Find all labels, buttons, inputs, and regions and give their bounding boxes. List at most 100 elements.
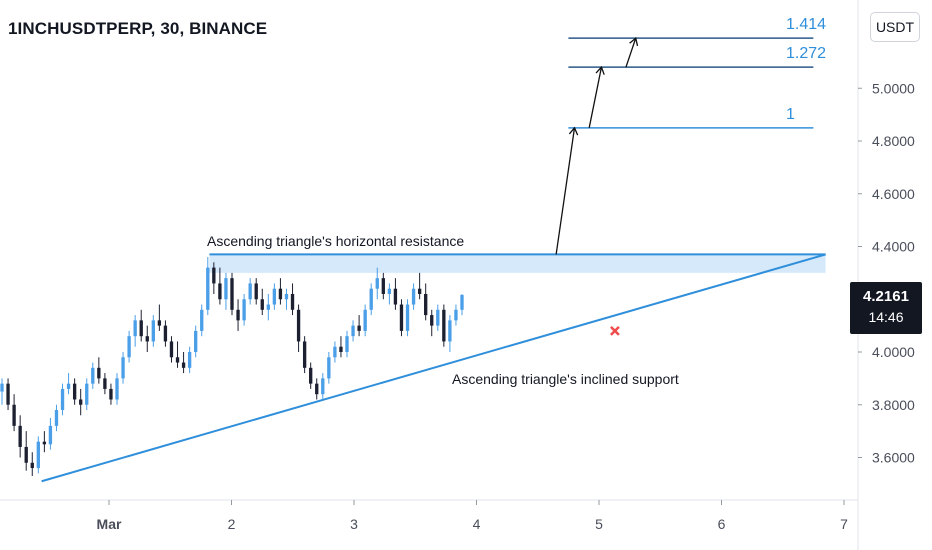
candle-body [369, 288, 373, 310]
price-tick-label: 3.8000 [872, 397, 915, 413]
candle [115, 373, 119, 405]
candle [363, 304, 367, 337]
candle [91, 362, 95, 389]
candle-body [139, 320, 143, 337]
candle [60, 383, 65, 416]
candle [339, 336, 343, 358]
candle-body [103, 378, 107, 389]
candle [54, 404, 59, 432]
invalidation-cross-icon [610, 326, 620, 336]
candle-body [296, 309, 301, 342]
candle-body [151, 320, 155, 342]
candle [393, 278, 398, 310]
candle [442, 304, 446, 347]
candle-body [302, 341, 307, 368]
candle-body [448, 320, 452, 342]
resistance-label: Ascending triangle's horizontal resistan… [207, 233, 464, 249]
candle-body [254, 283, 258, 300]
candle-body [290, 293, 295, 310]
candle [79, 388, 83, 416]
candle [85, 378, 89, 411]
candle-body [85, 383, 89, 405]
candle-body [157, 320, 162, 326]
candle-body [399, 304, 404, 331]
candle [133, 315, 137, 347]
candle [454, 304, 458, 326]
candle [12, 394, 16, 432]
candle [357, 315, 361, 337]
candle-body [345, 336, 349, 352]
candle-body [424, 293, 428, 316]
candle-body [411, 288, 416, 305]
candle-body [284, 293, 289, 300]
candle [284, 288, 289, 310]
candle [151, 315, 155, 347]
candle-body [260, 299, 264, 310]
price-tick-label: 4.0000 [872, 344, 915, 360]
candle [0, 378, 4, 405]
candle [103, 373, 107, 395]
candle-body [230, 278, 234, 310]
candle [327, 352, 331, 384]
candle-body [224, 278, 228, 300]
candle-body [436, 309, 440, 326]
candle-body [278, 288, 283, 300]
candle [254, 278, 258, 305]
candle [315, 378, 319, 400]
candle [460, 293, 464, 316]
candle-body [163, 325, 168, 342]
candle-body [200, 309, 204, 331]
candle [206, 257, 210, 316]
candle-body [248, 283, 252, 300]
candle [127, 330, 131, 363]
target-arrow [625, 36, 639, 68]
candles-layer [0, 257, 464, 476]
last-price-tag: 4.2161 14:46 [850, 282, 922, 334]
price-tick-label: 4.8000 [872, 133, 915, 149]
candle [399, 299, 404, 337]
candle [24, 431, 28, 471]
candle-body [6, 383, 10, 405]
target-arrow [588, 65, 605, 128]
candle [424, 283, 428, 321]
currency-button[interactable]: USDT [870, 12, 920, 42]
candle [290, 283, 295, 316]
candle [169, 336, 174, 363]
candle-body [357, 325, 361, 331]
time-tick-label: Mar [97, 516, 122, 532]
candle [278, 278, 283, 305]
candle [42, 431, 47, 453]
candle [97, 357, 101, 384]
candle-body [206, 267, 210, 310]
candle [194, 325, 198, 358]
resistance-zone-layer [209, 254, 826, 273]
candle-body [12, 404, 16, 426]
candle-body [333, 346, 337, 358]
candle [272, 283, 277, 310]
time-tick-label: 7 [840, 516, 848, 532]
arrow-shaft [555, 127, 576, 255]
candle [224, 272, 228, 310]
inclined-support-line[interactable] [41, 253, 826, 483]
candle-body [387, 288, 392, 294]
candle-body [375, 278, 379, 289]
candle [430, 309, 434, 337]
candle-body [48, 425, 53, 445]
candle-body [218, 283, 222, 300]
price-tick-label: 3.6000 [872, 450, 915, 466]
candle-body [327, 357, 331, 379]
candle-body [18, 425, 22, 447]
candle [200, 304, 204, 337]
candle-body [175, 357, 180, 363]
target-1-label: 1 [786, 106, 795, 123]
candle [448, 315, 452, 352]
candle [187, 346, 192, 374]
time-tick-label: 5 [595, 516, 603, 532]
target-1.272-label: 1.272 [786, 45, 826, 62]
candle-body [236, 309, 240, 321]
candle-body [242, 299, 246, 321]
candle-body [0, 383, 4, 392]
cross-stroke [610, 326, 620, 336]
candle [321, 373, 325, 400]
